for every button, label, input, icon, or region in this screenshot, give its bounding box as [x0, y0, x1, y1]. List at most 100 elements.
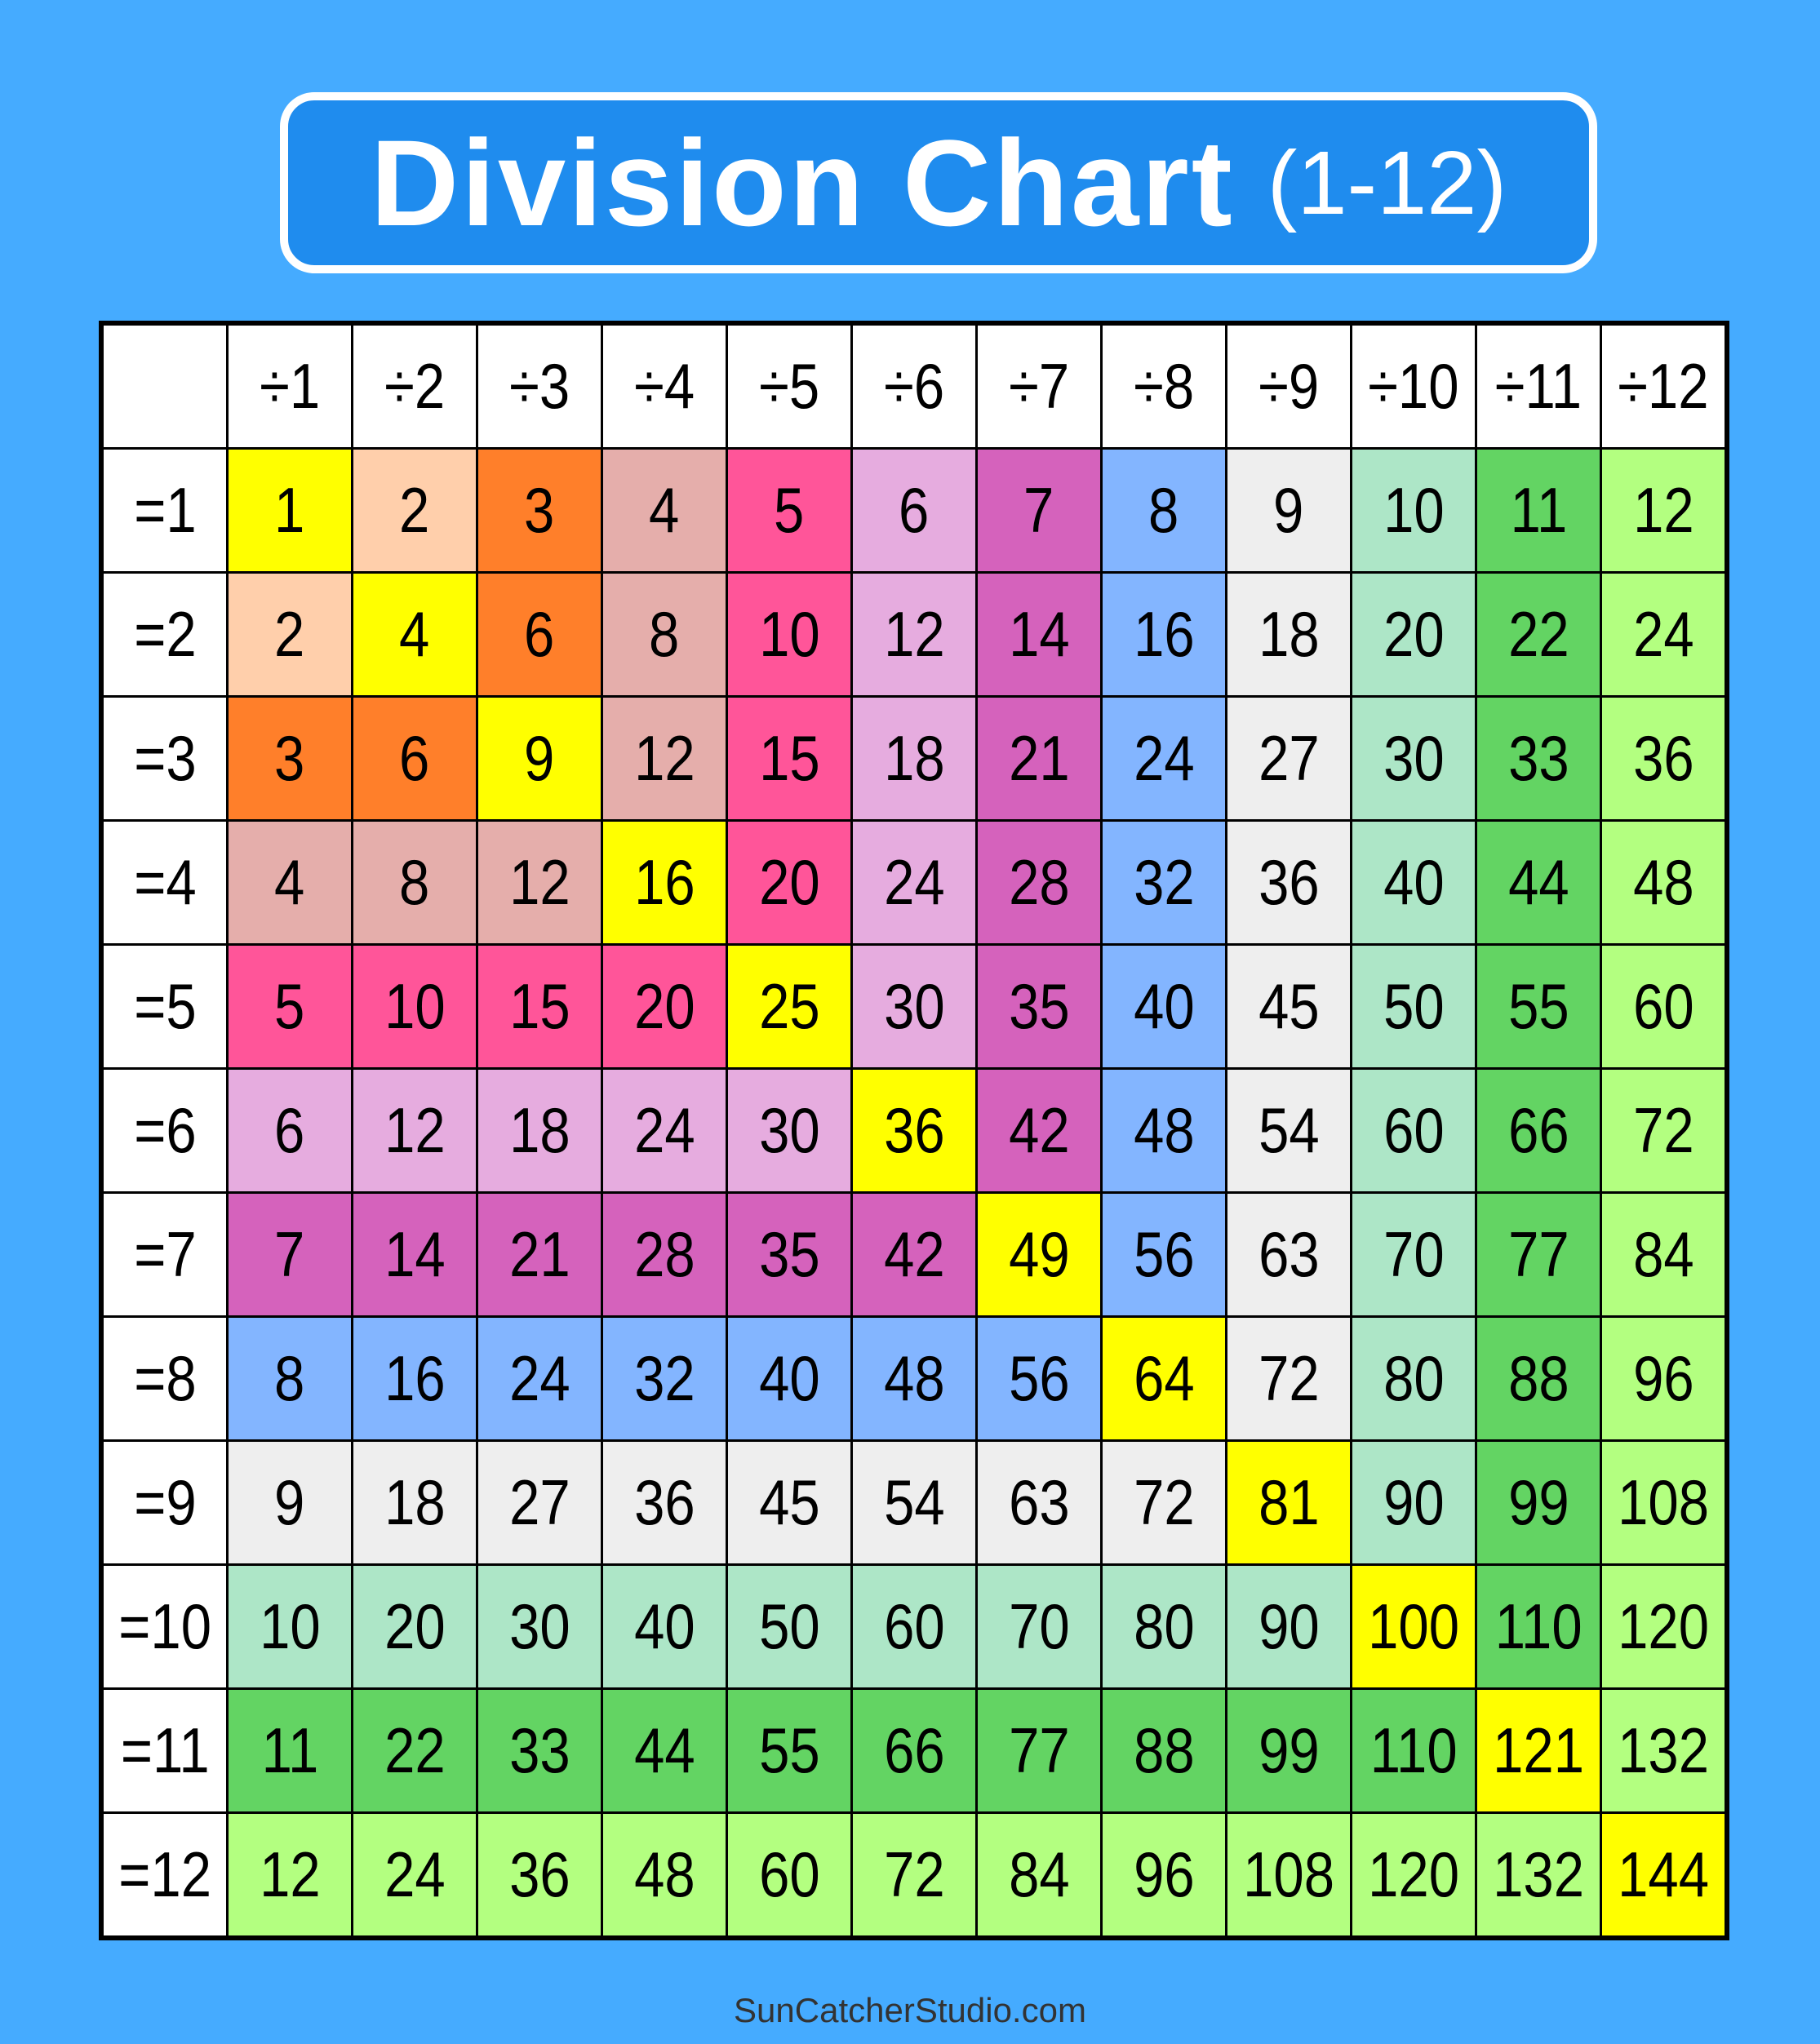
value-cell: 45: [726, 1439, 853, 1566]
header-row: ÷1 ÷2 ÷3 ÷4 ÷5 ÷6 ÷7 ÷8 ÷9 ÷10 ÷11 ÷12: [100, 321, 1729, 450]
cell-text: =7: [133, 1218, 197, 1290]
cell-text: ÷6: [883, 350, 945, 422]
cell-text: 22: [1507, 598, 1569, 670]
row-header: =1: [100, 447, 229, 574]
cell-text: 18: [1258, 598, 1320, 670]
cell-text: 36: [883, 1094, 945, 1166]
cell-text: 8: [274, 1342, 305, 1414]
value-cell: 10: [351, 943, 478, 1070]
column-header: ÷8: [1100, 321, 1227, 450]
cell-text: 12: [259, 1838, 321, 1910]
cell-text: 5: [274, 970, 305, 1042]
cell-text: ÷1: [259, 350, 321, 422]
value-cell: 55: [1475, 943, 1602, 1070]
table-row: =12 12 24 36 48 60 72 84 96 108 120 132 144: [100, 1811, 1729, 1940]
value-cell: 50: [726, 1563, 853, 1690]
value-cell: 54: [850, 1439, 978, 1566]
cell-text: 96: [1133, 1838, 1195, 1910]
cell-text: ÷12: [1618, 350, 1709, 422]
value-cell: 54: [1225, 1067, 1352, 1194]
cell-text: 33: [1507, 722, 1569, 794]
value-cell: 84: [975, 1811, 1103, 1940]
row-header: =5: [100, 943, 229, 1070]
value-cell: 40: [726, 1315, 853, 1442]
cell-text: 54: [883, 1466, 945, 1538]
value-cell: 72: [1100, 1439, 1227, 1566]
value-cell: 4: [601, 447, 728, 574]
cell-text: 3: [274, 722, 305, 794]
cell-text: 144: [1618, 1838, 1709, 1910]
column-header: ÷1: [226, 321, 353, 450]
value-cell: 3: [476, 447, 603, 574]
row-header: =3: [100, 695, 229, 822]
value-cell: 24: [1100, 695, 1227, 822]
cell-text: 36: [633, 1466, 695, 1538]
value-cell: 24: [1600, 571, 1729, 698]
value-cell: 8: [1100, 447, 1227, 574]
cell-text: 48: [1632, 846, 1694, 918]
cell-text: 48: [1133, 1094, 1195, 1166]
cell-text: 1: [274, 474, 305, 546]
value-cell: 12: [476, 819, 603, 946]
value-cell: 7: [975, 447, 1103, 574]
value-cell: 18: [850, 695, 978, 822]
cell-text: 9: [274, 1466, 305, 1538]
column-header: ÷10: [1350, 321, 1477, 450]
value-cell: 40: [601, 1563, 728, 1690]
cell-text: 77: [1008, 1714, 1070, 1786]
value-cell: 99: [1475, 1439, 1602, 1566]
cell-text: 54: [1258, 1094, 1320, 1166]
value-cell: 99: [1225, 1687, 1352, 1814]
value-cell: 72: [1600, 1067, 1729, 1194]
cell-text: =2: [133, 598, 197, 670]
value-cell: 12: [226, 1811, 353, 1940]
value-cell: 8: [226, 1315, 353, 1442]
cell-text: 132: [1618, 1714, 1709, 1786]
row-header: =7: [100, 1191, 229, 1318]
value-cell: 48: [601, 1811, 728, 1940]
value-cell: 42: [975, 1067, 1103, 1194]
value-cell: 9: [1225, 447, 1352, 574]
cell-text: 20: [633, 970, 695, 1042]
cell-text: 88: [1133, 1714, 1195, 1786]
value-cell: 11: [1475, 447, 1602, 574]
row-header: =4: [100, 819, 229, 946]
cell-text: 42: [883, 1218, 945, 1290]
cell-text: =9: [133, 1466, 197, 1538]
cell-text: 96: [1632, 1342, 1694, 1414]
cell-text: 66: [1507, 1094, 1569, 1166]
row-header: =6: [100, 1067, 229, 1194]
cell-text: 40: [1133, 970, 1195, 1042]
cell-text: 45: [1258, 970, 1320, 1042]
cell-text: 60: [758, 1838, 820, 1910]
cell-text: 50: [1383, 970, 1445, 1042]
value-cell: 28: [975, 819, 1103, 946]
cell-text: 81: [1258, 1466, 1320, 1538]
cell-text: 70: [1008, 1590, 1070, 1662]
cell-text: 2: [399, 474, 430, 546]
cell-text: ÷5: [758, 350, 820, 422]
value-cell: 60: [726, 1811, 853, 1940]
row-header: =11: [100, 1687, 229, 1814]
cell-text: 4: [399, 598, 430, 670]
cell-text: ÷3: [508, 350, 570, 422]
cell-text: 32: [1133, 846, 1195, 918]
value-cell: 6: [226, 1067, 353, 1194]
table-row: =8 8 16 24 32 40 48 56 64 72 80 88 96: [100, 1315, 1729, 1442]
title-range: (1-12): [1267, 132, 1507, 233]
column-header: ÷12: [1600, 321, 1729, 450]
cell-text: 7: [1023, 474, 1054, 546]
value-cell: 96: [1600, 1315, 1729, 1442]
value-cell: 110: [1350, 1687, 1477, 1814]
value-cell: 12: [601, 695, 728, 822]
row-header: =8: [100, 1315, 229, 1442]
cell-text: 35: [1008, 970, 1070, 1042]
value-cell: 77: [975, 1687, 1103, 1814]
value-cell: 66: [1475, 1067, 1602, 1194]
value-cell: 63: [1225, 1191, 1352, 1318]
cell-text: 20: [384, 1590, 446, 1662]
value-cell: 24: [476, 1315, 603, 1442]
column-header: ÷4: [601, 321, 728, 450]
value-cell: 44: [1475, 819, 1602, 946]
column-header: ÷5: [726, 321, 853, 450]
